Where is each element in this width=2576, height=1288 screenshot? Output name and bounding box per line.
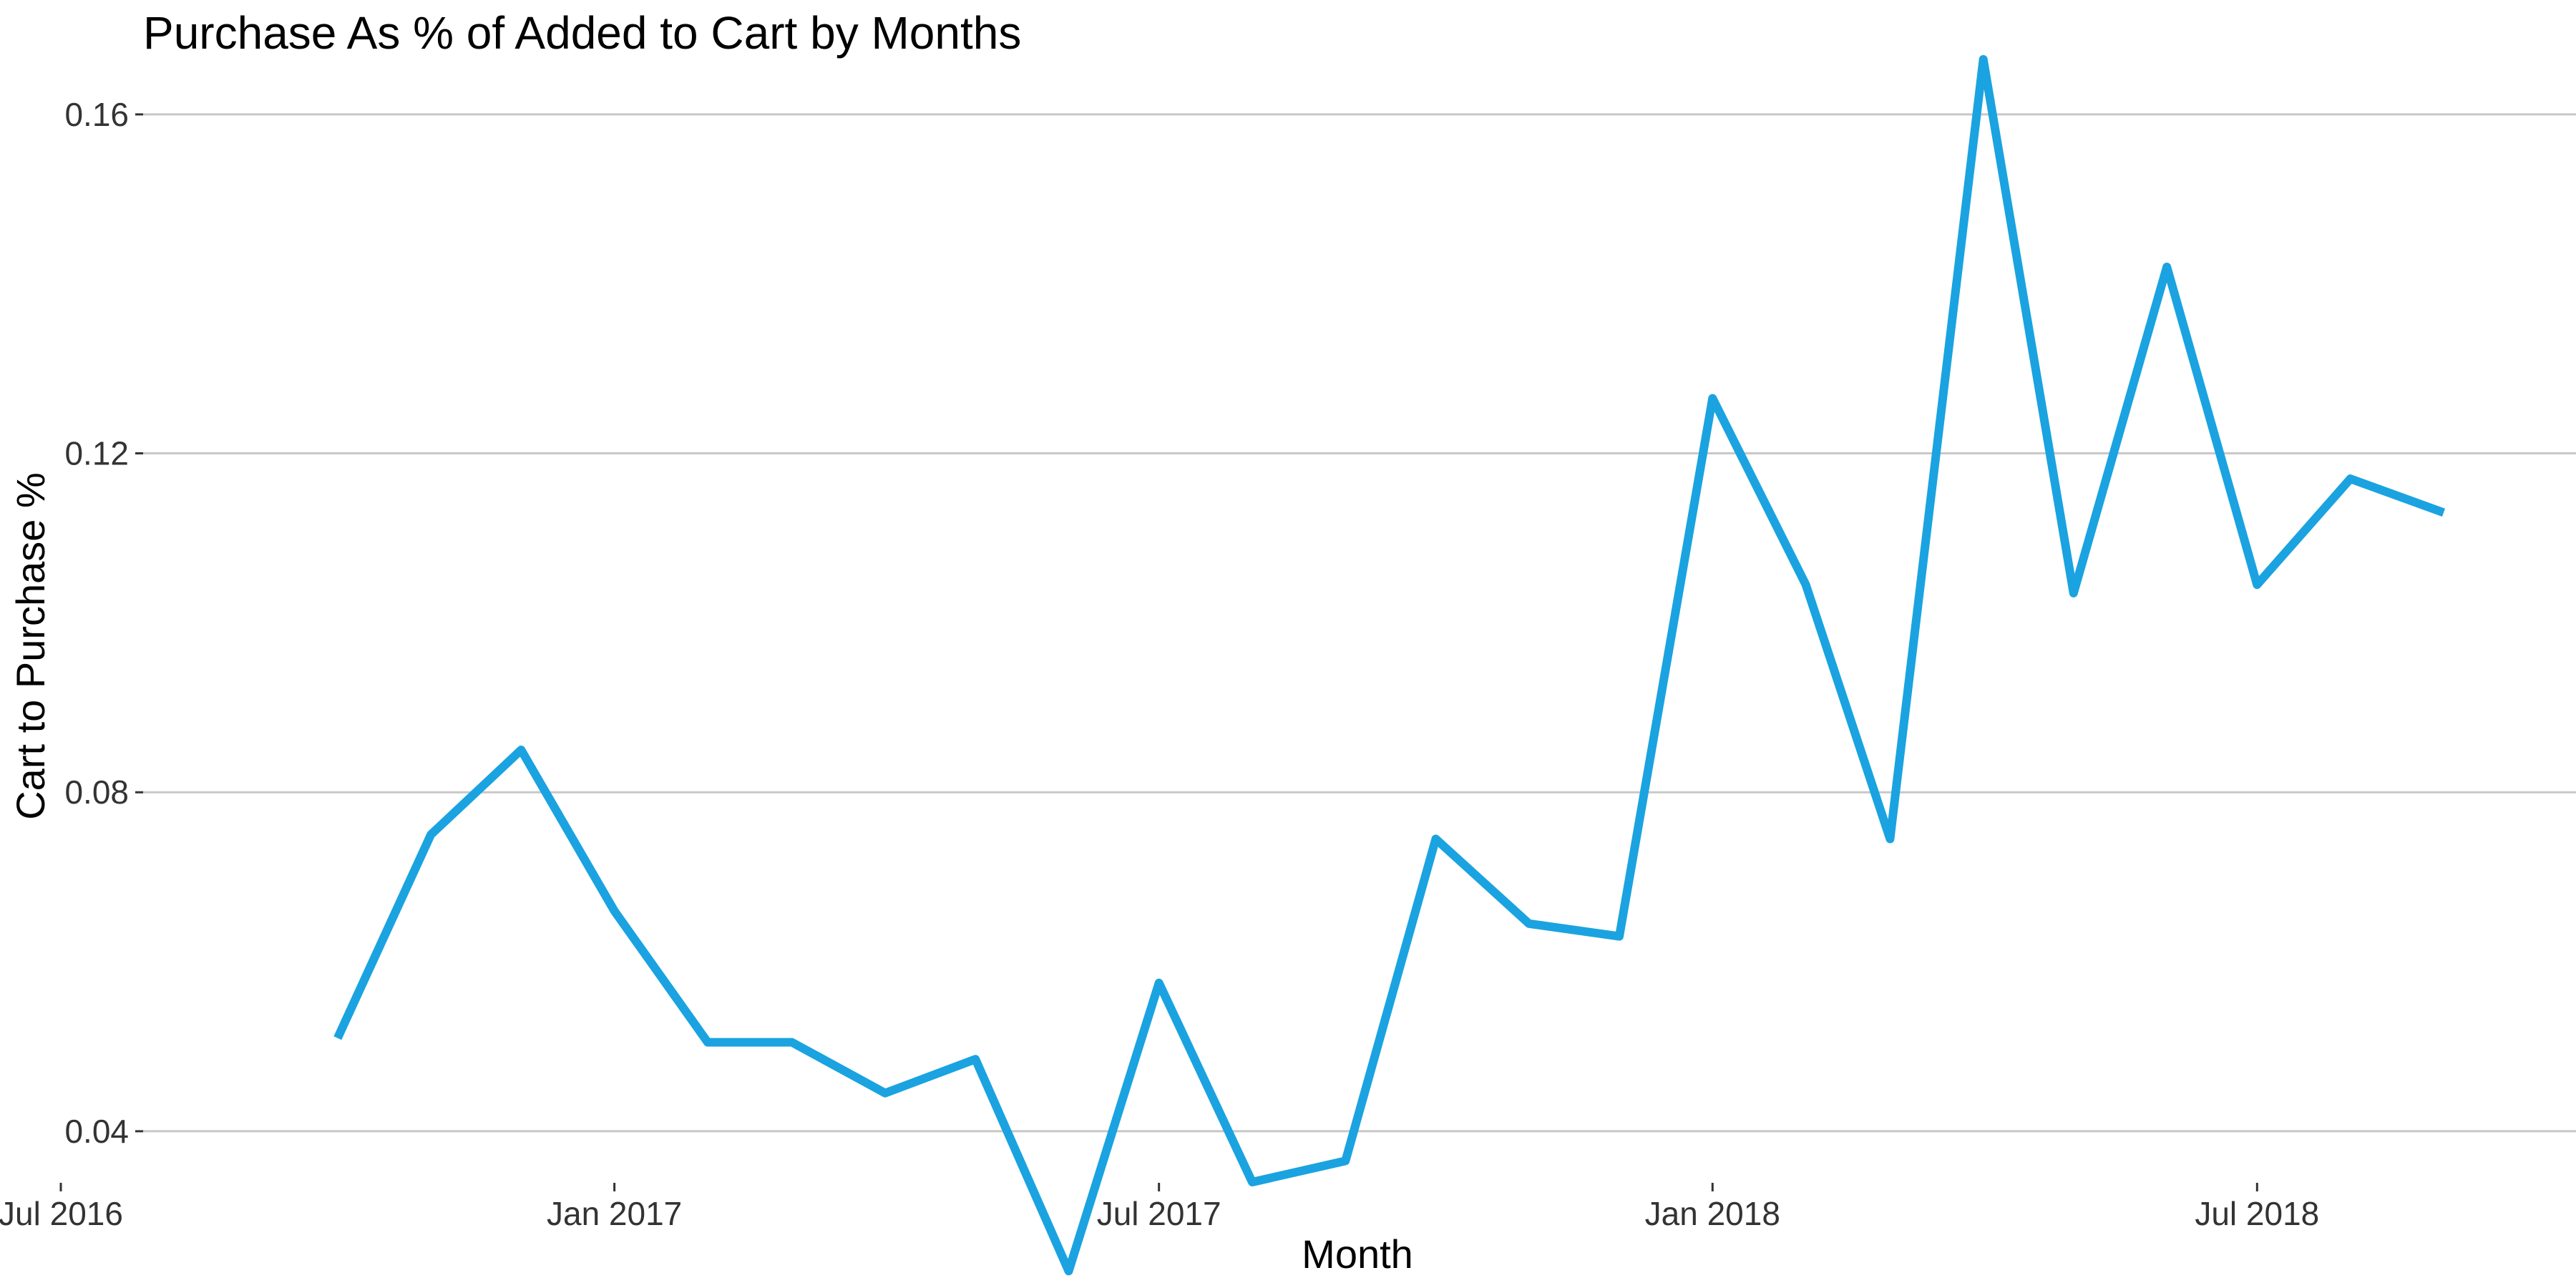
- x-tick-label: Jul 2018: [2195, 1195, 2319, 1232]
- y-tick-label: 0.16: [64, 96, 129, 133]
- x-tick-label: Jan 2017: [547, 1195, 682, 1232]
- x-tick-label: Jul 2017: [1097, 1195, 1221, 1232]
- y-axis: 0.04 0.08 0.12 0.16: [64, 96, 143, 1150]
- x-tick-label: Jul 2016: [0, 1195, 123, 1232]
- series-line: [333, 54, 2446, 1276]
- x-tick-label: Jan 2018: [1645, 1195, 1780, 1232]
- y-tick-label: 0.04: [64, 1113, 129, 1150]
- chart-title: Purchase As % of Added to Cart by Months: [143, 7, 1021, 59]
- y-tick-label: 0.08: [64, 774, 129, 811]
- y-axis-title: Cart to Purchase %: [8, 472, 53, 820]
- series-layer: [333, 54, 2446, 1276]
- y-tick-label: 0.12: [64, 435, 129, 472]
- x-axis-title: Month: [1302, 1231, 1413, 1277]
- x-axis: Jul 2016 Jan 2017 Jul 2017 Jan 2018 Jul 2018: [0, 1183, 2319, 1232]
- gridlines: [143, 113, 2576, 1133]
